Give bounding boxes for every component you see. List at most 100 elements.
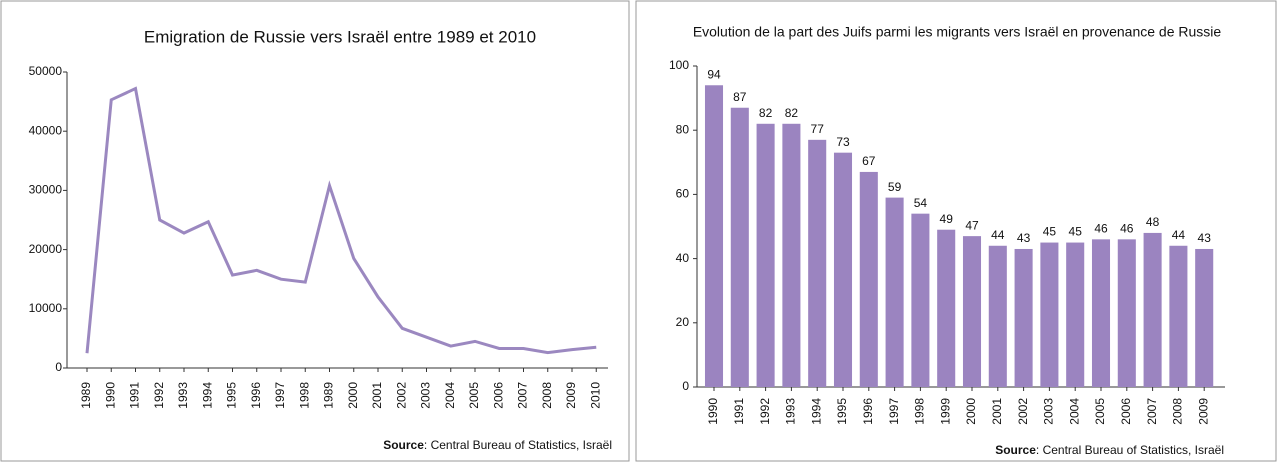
x-tick-label: 2000 [964, 398, 978, 425]
y-tick-label: 0 [682, 379, 689, 393]
bar [1066, 242, 1085, 387]
x-tick-label: 1994 [200, 382, 214, 409]
data-label: 47 [965, 218, 979, 232]
bar [1014, 248, 1033, 387]
y-tick-label: 100 [669, 58, 689, 72]
chart-title: Emigration de Russie vers Israël entre 1… [144, 27, 536, 46]
x-tick-label: 2008 [1171, 398, 1185, 425]
x-tick-label: 1989 [322, 382, 336, 409]
x-tick-label: 2005 [467, 382, 481, 409]
data-label: 43 [1198, 231, 1212, 245]
bar [730, 107, 749, 387]
data-label: 44 [1172, 228, 1186, 242]
bar [885, 197, 904, 387]
x-tick-label: 1994 [809, 398, 823, 425]
x-tick-label: 1991 [128, 382, 142, 409]
source-label: Source [383, 438, 424, 452]
x-tick-label: 1997 [887, 398, 901, 425]
x-tick-label: 2009 [564, 382, 578, 409]
y-tick-label: 80 [676, 122, 690, 136]
data-label: 49 [940, 212, 954, 226]
bar [782, 123, 801, 387]
panel-frame [0, 0, 630, 462]
y-tick-label: 20000 [29, 242, 63, 256]
x-tick-label: 2009 [1196, 398, 1210, 425]
y-tick-label: 50000 [29, 64, 63, 78]
data-label: 73 [836, 135, 850, 149]
y-tick-label: 60 [676, 187, 690, 201]
x-tick-label: 2005 [1093, 398, 1107, 425]
x-tick-label: 2001 [370, 382, 384, 409]
bar [1195, 248, 1214, 387]
bar [1143, 232, 1162, 387]
data-label: 45 [1043, 225, 1057, 239]
x-tick-label: 1995 [835, 398, 849, 425]
bar [962, 236, 982, 387]
x-tick-label: 2006 [491, 382, 505, 409]
data-label: 59 [888, 180, 902, 194]
x-tick-label: 2002 [1016, 398, 1030, 425]
x-tick-label: 1996 [249, 382, 263, 409]
line-series [85, 86, 597, 355]
data-label: 46 [1120, 222, 1134, 236]
bar [1169, 245, 1188, 387]
bar [1117, 239, 1136, 387]
bar [1040, 242, 1059, 387]
data-label: 87 [733, 90, 747, 104]
x-tick-label: 2003 [1042, 398, 1056, 425]
source-text: : Central Bureau of Statistics, Israël [424, 438, 612, 452]
x-tick-label: 2001 [990, 398, 1004, 425]
bar [833, 152, 853, 387]
x-tick-label: 2004 [443, 382, 457, 409]
x-tick-label: 1997 [273, 382, 287, 409]
chart-title: Evolution de la part des Juifs parmi les… [693, 24, 1222, 40]
data-label: 45 [1069, 225, 1083, 239]
y-tick-label: 30000 [29, 183, 63, 197]
source: Source: Central Bureau of Statistics, Is… [383, 438, 612, 452]
x-tick-label: 2004 [1067, 398, 1081, 425]
y-tick-label: 20 [676, 315, 690, 329]
bar [756, 123, 775, 387]
data-label: 82 [785, 106, 799, 120]
x-tick-label: 2010 [588, 382, 602, 409]
bar [988, 245, 1007, 387]
data-label: 44 [991, 228, 1005, 242]
x-tick-label: 1995 [225, 382, 239, 409]
x-tick-label: 1998 [913, 398, 927, 425]
x-tick-label: 2007 [516, 382, 530, 409]
data-label: 48 [1146, 215, 1160, 229]
x-tick-label: 1990 [706, 398, 720, 425]
data-label: 82 [759, 106, 773, 120]
y-tick-label: 0 [55, 360, 62, 374]
x-tick-label: 1990 [103, 382, 117, 409]
x-tick-label: 2000 [346, 382, 360, 409]
source-text: : Central Bureau of Statistics, Israël [1036, 443, 1224, 457]
panel-frame [635, 0, 1277, 462]
y-tick-label: 40 [676, 251, 690, 265]
x-tick-label: 1993 [176, 382, 190, 409]
x-tick-label: 1993 [784, 398, 798, 425]
data-label: 43 [1017, 231, 1031, 245]
bar [808, 139, 827, 387]
x-tick-label: 1998 [297, 382, 311, 409]
data-label: 54 [914, 196, 928, 210]
source-label: Source [995, 443, 1036, 457]
x-tick-label: 2003 [419, 382, 433, 409]
x-tick-label: 1991 [732, 398, 746, 425]
bar [937, 229, 956, 387]
source: Source: Central Bureau of Statistics, Is… [995, 443, 1224, 457]
x-tick-label: 1992 [152, 382, 166, 409]
bar [859, 171, 878, 387]
y-tick-label: 40000 [29, 123, 63, 137]
x-tick-label: 1996 [861, 398, 875, 425]
y-tick-label: 10000 [29, 301, 63, 315]
data-label: 77 [811, 122, 825, 136]
x-tick-label: 1992 [758, 398, 772, 425]
x-tick-label: 2007 [1145, 398, 1159, 425]
bar [911, 213, 930, 387]
data-label: 67 [862, 154, 876, 168]
bar [1091, 239, 1111, 387]
x-tick-label: 2006 [1119, 398, 1133, 425]
bar [704, 85, 724, 387]
